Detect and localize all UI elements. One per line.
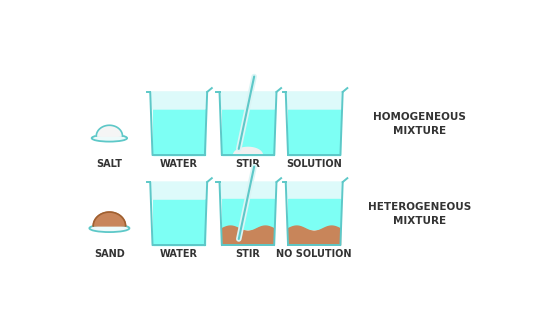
Text: STIR: STIR xyxy=(236,249,261,259)
Polygon shape xyxy=(222,226,274,245)
Polygon shape xyxy=(152,109,205,155)
Polygon shape xyxy=(220,182,276,199)
Text: STIR: STIR xyxy=(236,159,261,169)
Ellipse shape xyxy=(92,135,127,142)
Polygon shape xyxy=(288,226,341,245)
Polygon shape xyxy=(288,199,341,229)
Polygon shape xyxy=(222,226,274,245)
Polygon shape xyxy=(150,182,207,199)
Ellipse shape xyxy=(89,224,129,232)
Polygon shape xyxy=(288,226,341,245)
Polygon shape xyxy=(286,92,343,109)
Polygon shape xyxy=(150,92,207,155)
Polygon shape xyxy=(93,212,126,226)
Polygon shape xyxy=(150,92,207,109)
Polygon shape xyxy=(286,182,343,199)
Polygon shape xyxy=(220,182,276,245)
Polygon shape xyxy=(150,182,207,245)
Text: HETEROGENEOUS
MIXTURE: HETEROGENEOUS MIXTURE xyxy=(368,202,471,226)
Polygon shape xyxy=(233,147,262,155)
Polygon shape xyxy=(220,92,276,109)
Text: WATER: WATER xyxy=(160,249,197,259)
Polygon shape xyxy=(288,109,341,155)
Text: SOLUTION: SOLUTION xyxy=(286,159,342,169)
Polygon shape xyxy=(286,182,343,245)
Text: SAND: SAND xyxy=(94,249,125,259)
Polygon shape xyxy=(96,125,122,136)
Polygon shape xyxy=(220,92,276,155)
Polygon shape xyxy=(152,199,205,245)
Text: SALT: SALT xyxy=(96,159,122,169)
Text: WATER: WATER xyxy=(160,159,197,169)
Text: HOMOGENEOUS
MIXTURE: HOMOGENEOUS MIXTURE xyxy=(373,112,466,135)
Polygon shape xyxy=(222,199,274,229)
Polygon shape xyxy=(286,92,343,155)
Text: NO SOLUTION: NO SOLUTION xyxy=(276,249,352,259)
Polygon shape xyxy=(222,109,274,155)
